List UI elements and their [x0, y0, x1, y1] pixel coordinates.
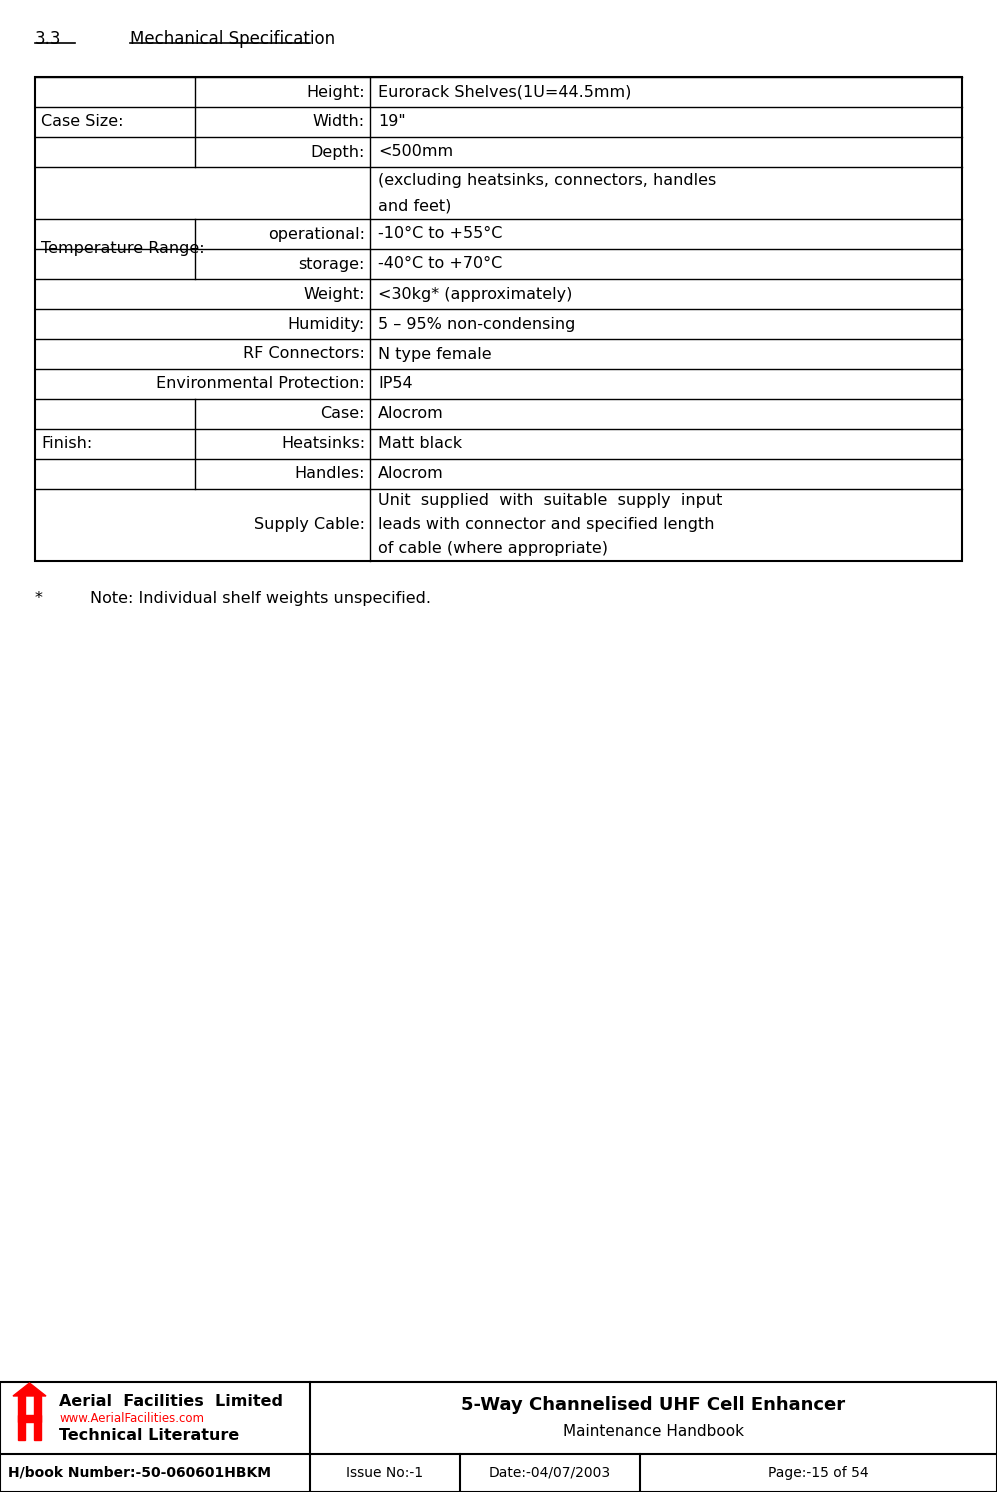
Text: -10°C to +55°C: -10°C to +55°C: [378, 227, 502, 242]
Text: (excluding heatsinks, connectors, handles: (excluding heatsinks, connectors, handle…: [378, 173, 716, 188]
Text: Page:-15 of 54: Page:-15 of 54: [768, 1467, 868, 1480]
Text: of cable (where appropriate): of cable (where appropriate): [378, 542, 608, 557]
Text: Note: Individual shelf weights unspecified.: Note: Individual shelf weights unspecifi…: [90, 591, 431, 606]
Text: Supply Cable:: Supply Cable:: [254, 518, 365, 533]
Text: Mechanical Specification: Mechanical Specification: [130, 30, 335, 48]
Text: Technical Literature: Technical Literature: [59, 1428, 239, 1443]
Text: <500mm: <500mm: [378, 145, 453, 160]
Bar: [0, 1382, 997, 1492]
Text: Matt black: Matt black: [378, 437, 463, 452]
Text: 5 – 95% non-condensing: 5 – 95% non-condensing: [378, 316, 575, 331]
Text: Temperature Range:: Temperature Range:: [41, 242, 204, 257]
Text: Maintenance Handbook: Maintenance Handbook: [563, 1423, 744, 1438]
Bar: [18, 1414, 41, 1422]
Text: Date:-04/07/2003: Date:-04/07/2003: [489, 1467, 611, 1480]
Text: -40°C to +70°C: -40°C to +70°C: [378, 257, 502, 272]
Text: *: *: [35, 591, 43, 606]
Text: <30kg* (approximately): <30kg* (approximately): [378, 286, 572, 301]
Text: Humidity:: Humidity:: [288, 316, 365, 331]
Text: RF Connectors:: RF Connectors:: [243, 346, 365, 361]
Text: Handles:: Handles:: [294, 467, 365, 482]
Text: IP54: IP54: [378, 376, 413, 391]
Text: www.AerialFacilities.com: www.AerialFacilities.com: [59, 1411, 204, 1425]
Text: Case Size:: Case Size:: [41, 115, 124, 130]
Text: 19": 19": [378, 115, 406, 130]
Bar: [18, 1397, 25, 1440]
Text: Case:: Case:: [320, 406, 365, 422]
Text: 5-Way Channelised UHF Cell Enhancer: 5-Way Channelised UHF Cell Enhancer: [462, 1397, 845, 1414]
Text: Heatsinks:: Heatsinks:: [281, 437, 365, 452]
Text: Unit  supplied  with  suitable  supply  input: Unit supplied with suitable supply input: [378, 494, 723, 509]
Polygon shape: [13, 1383, 46, 1397]
Text: Weight:: Weight:: [303, 286, 365, 301]
Text: leads with connector and specified length: leads with connector and specified lengt…: [378, 518, 715, 533]
Text: 3.3: 3.3: [35, 30, 62, 48]
Text: and feet): and feet): [378, 198, 452, 213]
Text: storage:: storage:: [299, 257, 365, 272]
Text: operational:: operational:: [268, 227, 365, 242]
Bar: [34, 1397, 41, 1440]
Text: Alocrom: Alocrom: [378, 406, 444, 422]
Bar: [35, 78, 962, 561]
Text: N type female: N type female: [378, 346, 492, 361]
Text: Height:: Height:: [306, 85, 365, 100]
Text: Eurorack Shelves(1U=44.5mm): Eurorack Shelves(1U=44.5mm): [378, 85, 631, 100]
Text: Finish:: Finish:: [41, 437, 93, 452]
Text: Alocrom: Alocrom: [378, 467, 444, 482]
Text: Issue No:-1: Issue No:-1: [346, 1467, 424, 1480]
Text: Depth:: Depth:: [311, 145, 365, 160]
Text: Environmental Protection:: Environmental Protection:: [157, 376, 365, 391]
Text: Width:: Width:: [313, 115, 365, 130]
Text: Aerial  Facilities  Limited: Aerial Facilities Limited: [59, 1394, 283, 1408]
Text: H/book Number:-50-060601HBKM: H/book Number:-50-060601HBKM: [8, 1467, 271, 1480]
